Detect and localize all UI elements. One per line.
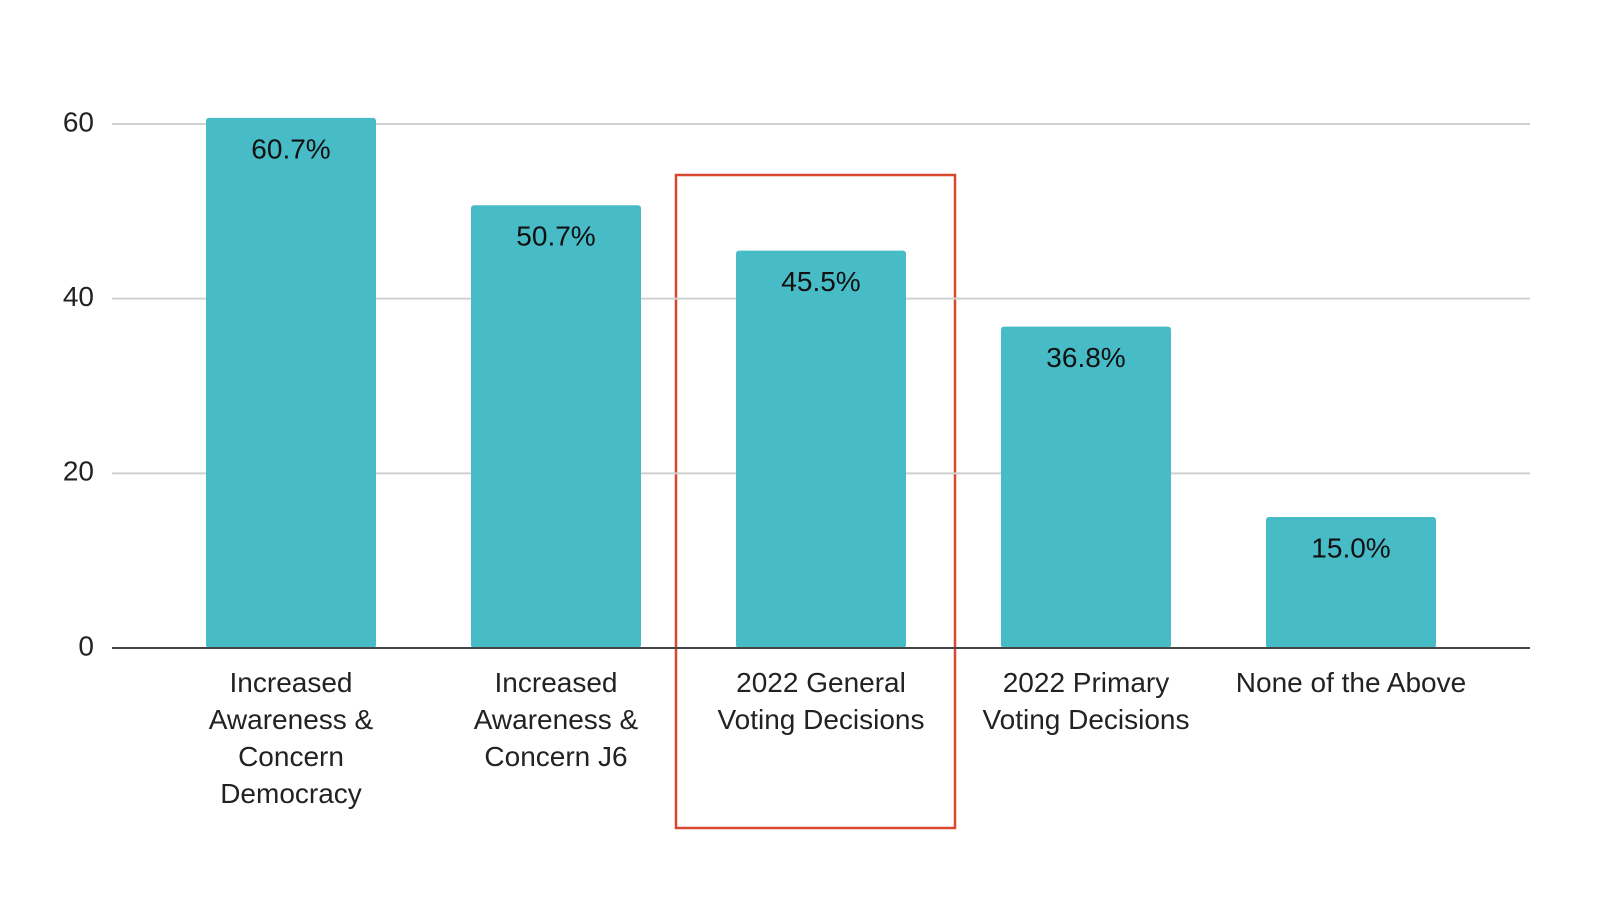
value-label: 45.5% (781, 266, 860, 297)
value-label: 60.7% (251, 133, 330, 164)
bar (206, 117, 376, 649)
value-label: 36.8% (1046, 342, 1125, 373)
value-label: 50.7% (516, 221, 595, 252)
bar (736, 250, 906, 648)
y-tick-label: 0 (78, 630, 94, 661)
x-tick-label: Increased Awareness & Concern J6 (473, 667, 639, 772)
value-label: 15.0% (1311, 532, 1390, 563)
x-tick-label: Increased Awareness & Concern Democracy (208, 667, 374, 809)
y-tick-label: 20 (63, 456, 94, 487)
x-tick-label: None of the Above (1235, 667, 1467, 698)
x-tick-label: 2022 Primary Voting Decisions (982, 667, 1190, 735)
highlight-box (674, 173, 957, 830)
bar (471, 205, 641, 648)
y-tick-label: 40 (63, 281, 94, 312)
bar (1001, 326, 1171, 648)
y-tick-label: 60 (63, 106, 94, 137)
bar (1266, 517, 1436, 648)
x-tick-label: 2022 General Voting Decisions (717, 667, 925, 735)
